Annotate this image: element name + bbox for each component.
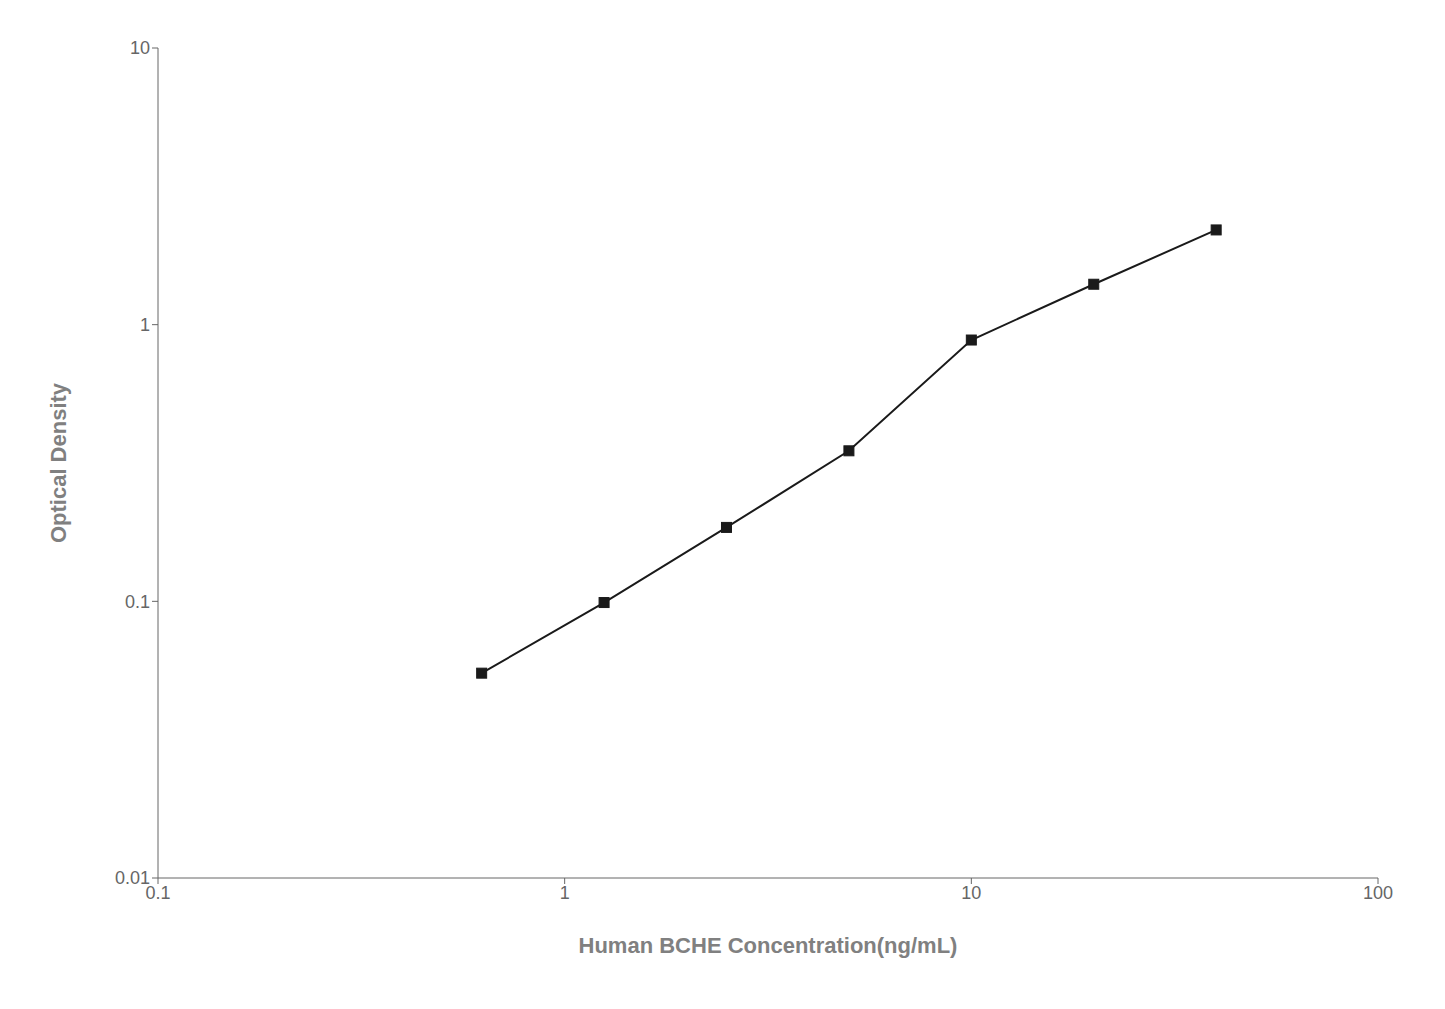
svg-text:10: 10 <box>130 38 150 58</box>
svg-text:0.1: 0.1 <box>145 882 171 903</box>
svg-text:1: 1 <box>560 883 570 903</box>
svg-text:1: 1 <box>140 315 150 335</box>
svg-text:Optical Density: Optical Density <box>46 382 71 543</box>
svg-text:0.01: 0.01 <box>115 868 150 888</box>
svg-text:0.1: 0.1 <box>125 592 150 612</box>
svg-text:Human BCHE Concentration(ng/mL: Human BCHE Concentration(ng/mL) <box>579 933 958 958</box>
svg-text:10: 10 <box>961 883 981 903</box>
svg-text:100: 100 <box>1363 883 1393 903</box>
